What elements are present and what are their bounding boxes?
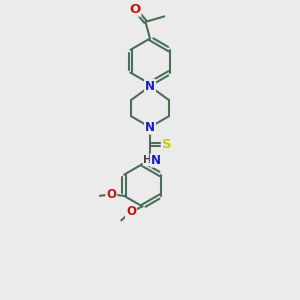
Text: S: S bbox=[162, 138, 172, 151]
Text: N: N bbox=[150, 154, 161, 167]
Text: N: N bbox=[145, 80, 155, 93]
Text: O: O bbox=[106, 188, 116, 201]
Text: H: H bbox=[143, 155, 152, 166]
Text: N: N bbox=[145, 121, 155, 134]
Text: O: O bbox=[126, 206, 136, 218]
Text: O: O bbox=[129, 3, 140, 16]
